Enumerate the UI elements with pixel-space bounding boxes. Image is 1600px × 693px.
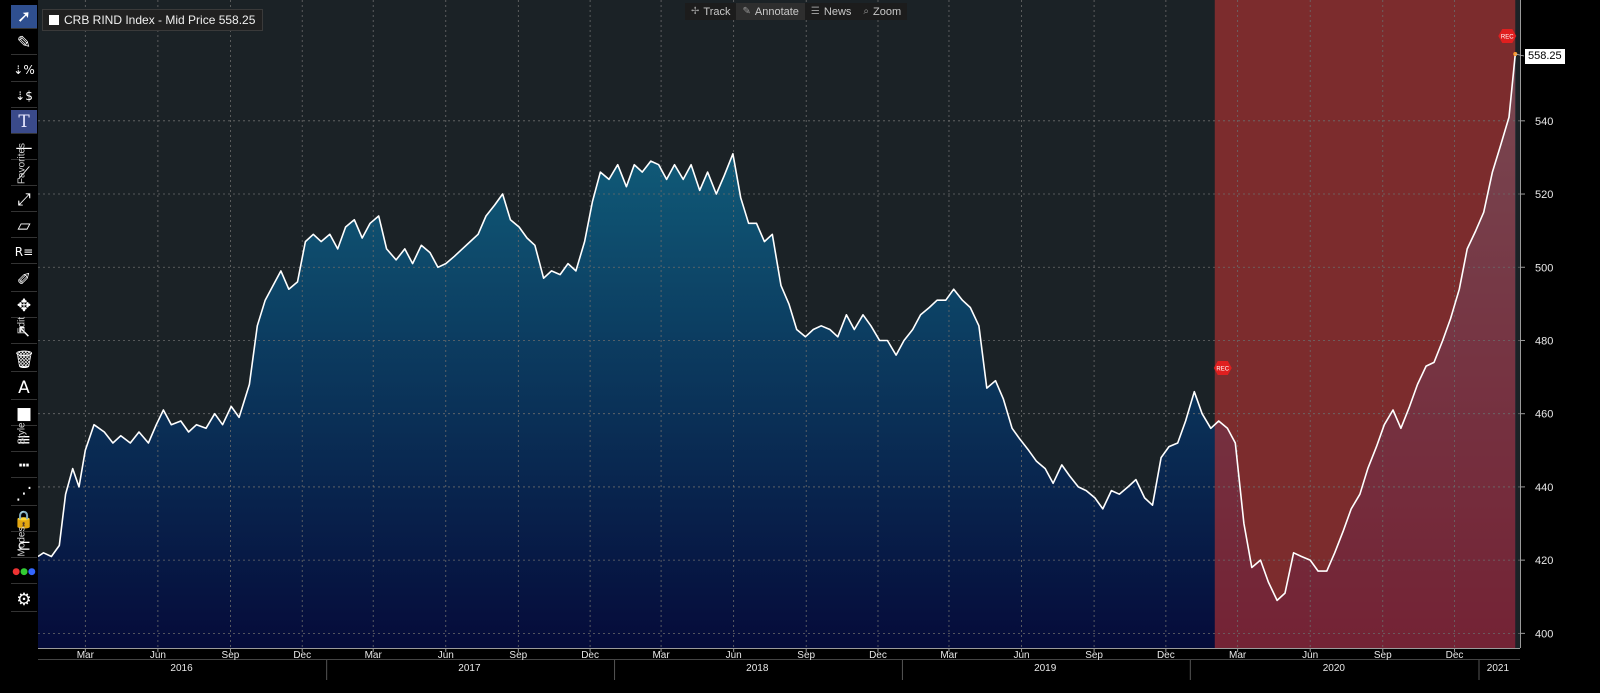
x-tick-label: Jun bbox=[1013, 650, 1029, 661]
recession-badge: REC bbox=[1498, 29, 1517, 43]
legend-label: CRB RIND Index - Mid Price 558.25 bbox=[64, 13, 256, 27]
toolbar-group-modes: Modes bbox=[16, 526, 28, 557]
crosshair-icon: ✢ bbox=[691, 6, 700, 17]
series-legend[interactable]: CRB RIND Index - Mid Price 558.25 bbox=[42, 9, 264, 31]
x-tick-label: Mar bbox=[652, 650, 670, 661]
price-line bbox=[37, 53, 1517, 602]
menu-zoom[interactable]: ⌕ Zoom bbox=[857, 3, 907, 20]
menu-label: Zoom bbox=[873, 5, 902, 18]
recession-badge-label: REC bbox=[1501, 35, 1514, 41]
y-tick-label: 500 bbox=[1535, 262, 1553, 274]
pencil-icon: ✎ bbox=[742, 6, 751, 17]
settings-gear-icon[interactable]: ⚙ bbox=[11, 588, 37, 612]
year-label: 2017 bbox=[458, 663, 481, 674]
menu-label: Annotate bbox=[754, 5, 799, 18]
channel-icon[interactable]: ▱ bbox=[11, 214, 37, 238]
chart-top-menu: ✢ Track ✎ Annotate ☰ News ⌕ Zoom bbox=[685, 3, 908, 20]
x-tick-label: Dec bbox=[869, 650, 887, 661]
fill-color-icon[interactable]: ■ bbox=[11, 402, 37, 426]
x-tick-label: Sep bbox=[1374, 650, 1392, 661]
select-arrow-icon[interactable]: ➚ bbox=[11, 5, 37, 29]
y-tick-label: 420 bbox=[1535, 555, 1553, 567]
x-tick-label: Sep bbox=[222, 650, 240, 661]
legend-swatch[interactable] bbox=[49, 15, 59, 25]
x-tick-label: Dec bbox=[581, 650, 599, 661]
recession-badge-label: REC bbox=[1216, 367, 1229, 373]
x-tick-label: Jun bbox=[438, 650, 454, 661]
y-tick-label: 480 bbox=[1535, 335, 1553, 347]
y-axis-background bbox=[1520, 0, 1600, 693]
drawing-toolbar: ➚ ✎ ⇣% ⇣$ T — ⟋ ⤢ ▱ R≡ ✐ ✥ ↖ 🗑 A ■ ≡ ┅ ⋰ 🔒 ⊂ ● ● ● ⚙ Favorites Edi… bbox=[0, 0, 38, 693]
x-tick-label: Sep bbox=[1085, 650, 1103, 661]
news-icon: ☰ bbox=[810, 6, 820, 17]
menu-annotate[interactable]: ✎ Annotate bbox=[736, 3, 805, 20]
y-tick-label: 540 bbox=[1535, 116, 1553, 128]
x-tick-label: Dec bbox=[1157, 650, 1175, 661]
x-tick-label: Mar bbox=[1229, 650, 1247, 661]
x-tick-label: Dec bbox=[1446, 650, 1464, 661]
recession-shade bbox=[1214, 0, 1516, 648]
ray-line-icon[interactable]: ⤢ bbox=[11, 188, 37, 212]
font-style-icon[interactable]: A bbox=[11, 376, 37, 400]
menu-news[interactable]: ☰ News bbox=[805, 3, 857, 20]
magnifier-icon: ⌕ bbox=[863, 6, 870, 17]
x-tick-label: Sep bbox=[797, 650, 815, 661]
last-price-leader bbox=[1515, 53, 1525, 57]
text-tool-icon[interactable]: T bbox=[11, 110, 37, 134]
x-tick-label: Jun bbox=[150, 650, 166, 661]
dollar-change-icon[interactable]: ⇣$ bbox=[11, 84, 37, 108]
x-tick-label: Mar bbox=[365, 650, 383, 661]
year-label: 2021 bbox=[1487, 663, 1510, 674]
move-icon[interactable]: ✥ bbox=[11, 294, 37, 318]
trash-icon[interactable]: 🗑 bbox=[11, 348, 37, 372]
last-price-label: 558.25 bbox=[1525, 49, 1565, 64]
x-tick-label: Mar bbox=[940, 650, 958, 661]
lock-icon[interactable]: 🔒 bbox=[11, 508, 37, 532]
x-tick-label: Sep bbox=[509, 650, 527, 661]
color-palette-icon[interactable]: ● ● ● bbox=[11, 560, 37, 584]
menu-label: Track bbox=[703, 5, 731, 18]
percent-change-icon[interactable]: ⇣% bbox=[11, 58, 37, 82]
x-tick-label: Mar bbox=[77, 650, 95, 661]
retracement-icon[interactable]: R≡ bbox=[11, 240, 37, 264]
line-style-icon[interactable]: ┅ bbox=[11, 454, 37, 478]
year-label: 2020 bbox=[1323, 663, 1346, 674]
x-tick-label: Jun bbox=[1302, 650, 1318, 661]
line-weight-icon[interactable]: ≡ bbox=[11, 428, 37, 452]
menu-track[interactable]: ✢ Track bbox=[685, 3, 736, 20]
y-tick-label: 440 bbox=[1535, 482, 1553, 494]
pencil-tool-icon[interactable]: ✎ bbox=[11, 31, 37, 55]
year-label: 2016 bbox=[170, 663, 193, 674]
y-tick-label: 460 bbox=[1535, 409, 1553, 421]
menu-label: News bbox=[823, 5, 852, 18]
toolbar-group-favorites: Favorites bbox=[16, 142, 28, 185]
year-label: 2018 bbox=[746, 663, 769, 674]
toolbar-group-edit: Edit bbox=[16, 316, 28, 335]
recession-badge: REC bbox=[1213, 361, 1232, 375]
dotted-line-icon[interactable]: ⋰ bbox=[11, 482, 37, 506]
x-tick-label: Dec bbox=[293, 650, 311, 661]
year-label: 2019 bbox=[1034, 663, 1057, 674]
horizontal-line-icon[interactable]: — bbox=[11, 136, 37, 160]
magnet-icon[interactable]: ⊂ bbox=[11, 534, 37, 558]
add-point-icon[interactable]: ↖ bbox=[11, 320, 37, 344]
edit-pen-icon[interactable]: ✐ bbox=[11, 268, 37, 292]
toolbar-group-style: Style bbox=[16, 422, 28, 445]
x-tick-label: Jun bbox=[726, 650, 742, 661]
x-axis-background bbox=[38, 648, 1520, 693]
trend-line-icon[interactable]: ⟋ bbox=[11, 162, 37, 186]
y-tick-label: 520 bbox=[1535, 189, 1553, 201]
y-tick-label: 400 bbox=[1535, 628, 1553, 640]
